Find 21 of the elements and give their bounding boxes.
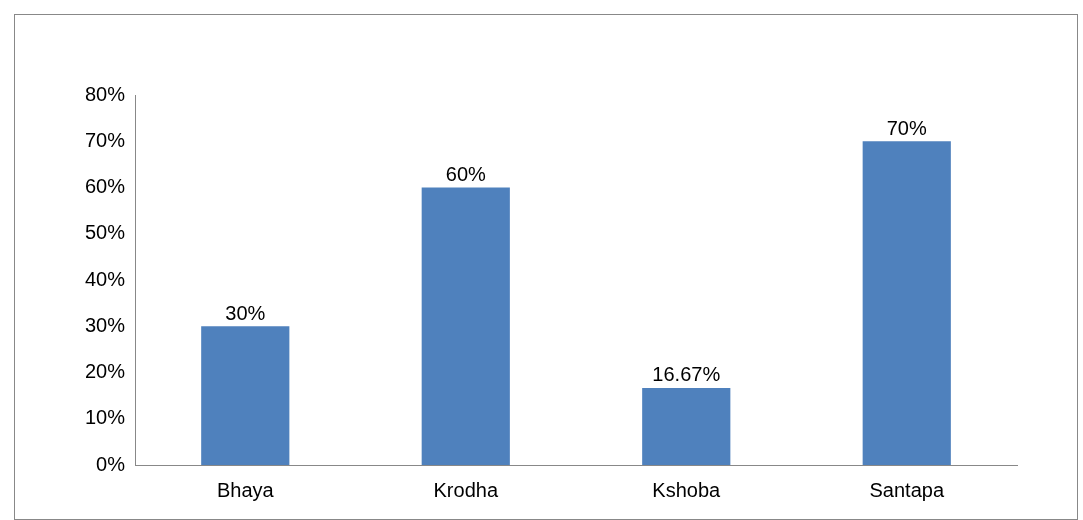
y-tick-label: 10% [85, 406, 126, 429]
bar [642, 387, 731, 465]
data-label: 16.67% [652, 363, 721, 386]
bar [201, 326, 290, 465]
y-tick-label: 60% [85, 175, 126, 198]
x-tick-label: Santapa [869, 478, 945, 501]
data-label: 60% [445, 163, 486, 186]
x-tick-label: Kshoba [652, 478, 722, 501]
y-tick-label: 70% [85, 128, 126, 151]
y-tick-label: 80% [85, 82, 126, 105]
bar [421, 187, 510, 465]
data-label: 70% [886, 116, 927, 139]
y-tick-label: 20% [85, 360, 126, 383]
bar [862, 141, 951, 465]
y-tick-label: 30% [85, 313, 126, 336]
y-tick-label: 0% [96, 452, 126, 475]
x-tick-label: Bhaya [216, 478, 275, 501]
data-label: 30% [225, 301, 266, 324]
y-tick-label: 40% [85, 267, 126, 290]
x-tick-label: Krodha [433, 478, 499, 501]
y-tick-label: 50% [85, 221, 126, 244]
